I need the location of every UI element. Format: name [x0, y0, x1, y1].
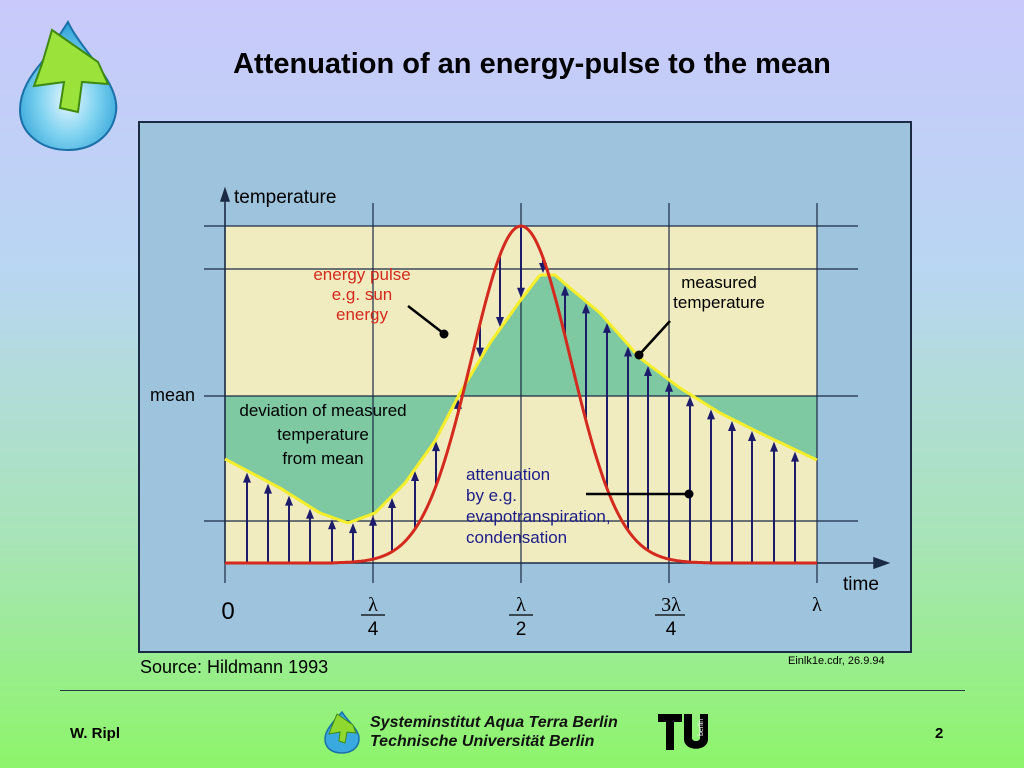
- leader-lines: [407, 305, 688, 496]
- deviation-arrow-head: [411, 471, 419, 481]
- deviation-arrow-head: [328, 519, 336, 530]
- slide-title: Attenuation of an energy-pulse to the me…: [233, 48, 831, 80]
- svg-text:by e.g.: by e.g.: [466, 486, 517, 505]
- tick-lambda-half-num: λ: [516, 594, 526, 616]
- attenuation-marker: [684, 489, 694, 499]
- deviation-arrow-head: [644, 366, 652, 376]
- attenuation-label: attenuation by e.g. evapotranspiration, …: [466, 465, 611, 547]
- aqua-terra-drop-logo: [18, 19, 118, 152]
- measured-marker: [634, 350, 644, 360]
- deviation-arrows: [243, 226, 799, 563]
- tick-lambda-quarter-num: λ: [368, 594, 378, 616]
- institute-line-2: Technische Universität Berlin: [370, 733, 595, 750]
- deviation-arrow-head: [561, 285, 569, 296]
- deviation-arrow-head: [748, 431, 756, 441]
- measured-temperature-label: measured temperature: [673, 273, 765, 312]
- tick-three-lambda-num: 3λ: [661, 594, 681, 616]
- institute-drop-icon: [324, 710, 360, 754]
- svg-text:energy pulse: energy pulse: [313, 265, 410, 284]
- author-name: W. Ripl: [70, 725, 120, 742]
- measured-temperature-curve: [224, 273, 818, 525]
- svg-text:temperature: temperature: [277, 425, 369, 444]
- svg-text:measured: measured: [681, 273, 757, 292]
- tick-lambda-half-den: 2: [516, 619, 527, 640]
- deviation-arrow-head: [388, 498, 396, 508]
- attenuation-diagram: temperature time mean energy pulse e.g. …: [150, 186, 891, 640]
- file-reference: Einlk1e.cdr, 26.9.94: [788, 655, 885, 667]
- deviation-arrow-head: [624, 346, 632, 357]
- deviation-arrow-head: [770, 441, 778, 452]
- tick-three-lambda-den: 4: [666, 619, 677, 640]
- deviation-arrow-head: [432, 441, 440, 452]
- svg-text:condensation: condensation: [466, 528, 567, 547]
- deviation-arrow-head: [369, 515, 377, 526]
- deviation-arrow-head: [665, 381, 673, 392]
- svg-text:temperature: temperature: [673, 293, 765, 312]
- source-citation: Source: Hildmann 1993: [140, 657, 329, 677]
- institute-line-1: Systeminstitut Aqua Terra Berlin: [370, 714, 618, 731]
- deviation-arrow-head: [264, 483, 272, 494]
- tick-zero: 0: [221, 598, 234, 625]
- diagram-panel: temperature time mean energy pulse e.g. …: [138, 121, 912, 653]
- deviation-arrow-head: [728, 421, 736, 431]
- svg-text:from mean: from mean: [282, 449, 363, 468]
- svg-text:e.g. sun: e.g. sun: [332, 285, 393, 304]
- deviation-arrow-head: [686, 396, 694, 407]
- x-tick-labels: 0 λ 4 λ 2 3λ 4 λ: [221, 594, 822, 640]
- x-axis-label: time: [843, 574, 879, 595]
- deviation-arrow-head: [476, 347, 484, 358]
- energy-pulse-curve: [225, 224, 817, 565]
- deviation-arrow-head: [791, 451, 799, 462]
- page-number: 2: [935, 725, 944, 742]
- institute-name: Systeminstitut Aqua Terra Berlin Technis…: [370, 713, 618, 751]
- energy-pulse-label: energy pulse e.g. sun energy: [313, 265, 410, 324]
- tick-lambda-quarter-den: 4: [368, 619, 379, 640]
- tu-logo-text: berlin: [698, 719, 705, 736]
- deviation-arrow-head: [285, 495, 293, 506]
- deviation-arrow-head: [349, 523, 357, 534]
- footer-divider: [60, 690, 965, 691]
- deviation-arrow-head: [707, 409, 715, 420]
- svg-text:deviation of measured: deviation of measured: [239, 401, 406, 420]
- tick-lambda: λ: [812, 594, 822, 616]
- deviation-arrow-head: [306, 508, 314, 519]
- deviation-arrow-head: [582, 303, 590, 314]
- svg-text:energy: energy: [336, 305, 388, 324]
- mean-label: mean: [150, 385, 195, 405]
- deviation-arrow-head: [517, 287, 525, 298]
- deviation-arrow-head: [496, 317, 504, 327]
- deviation-label: deviation of measured temperature from m…: [239, 401, 406, 468]
- y-axis-label: temperature: [234, 187, 336, 208]
- svg-text:attenuation: attenuation: [466, 465, 550, 484]
- svg-text:evapotranspiration,: evapotranspiration,: [466, 507, 611, 526]
- pulse-marker: [439, 329, 449, 339]
- tu-berlin-logo: berlin: [658, 714, 708, 750]
- deviation-arrow-head: [603, 322, 611, 333]
- deviation-arrow-head: [243, 472, 251, 483]
